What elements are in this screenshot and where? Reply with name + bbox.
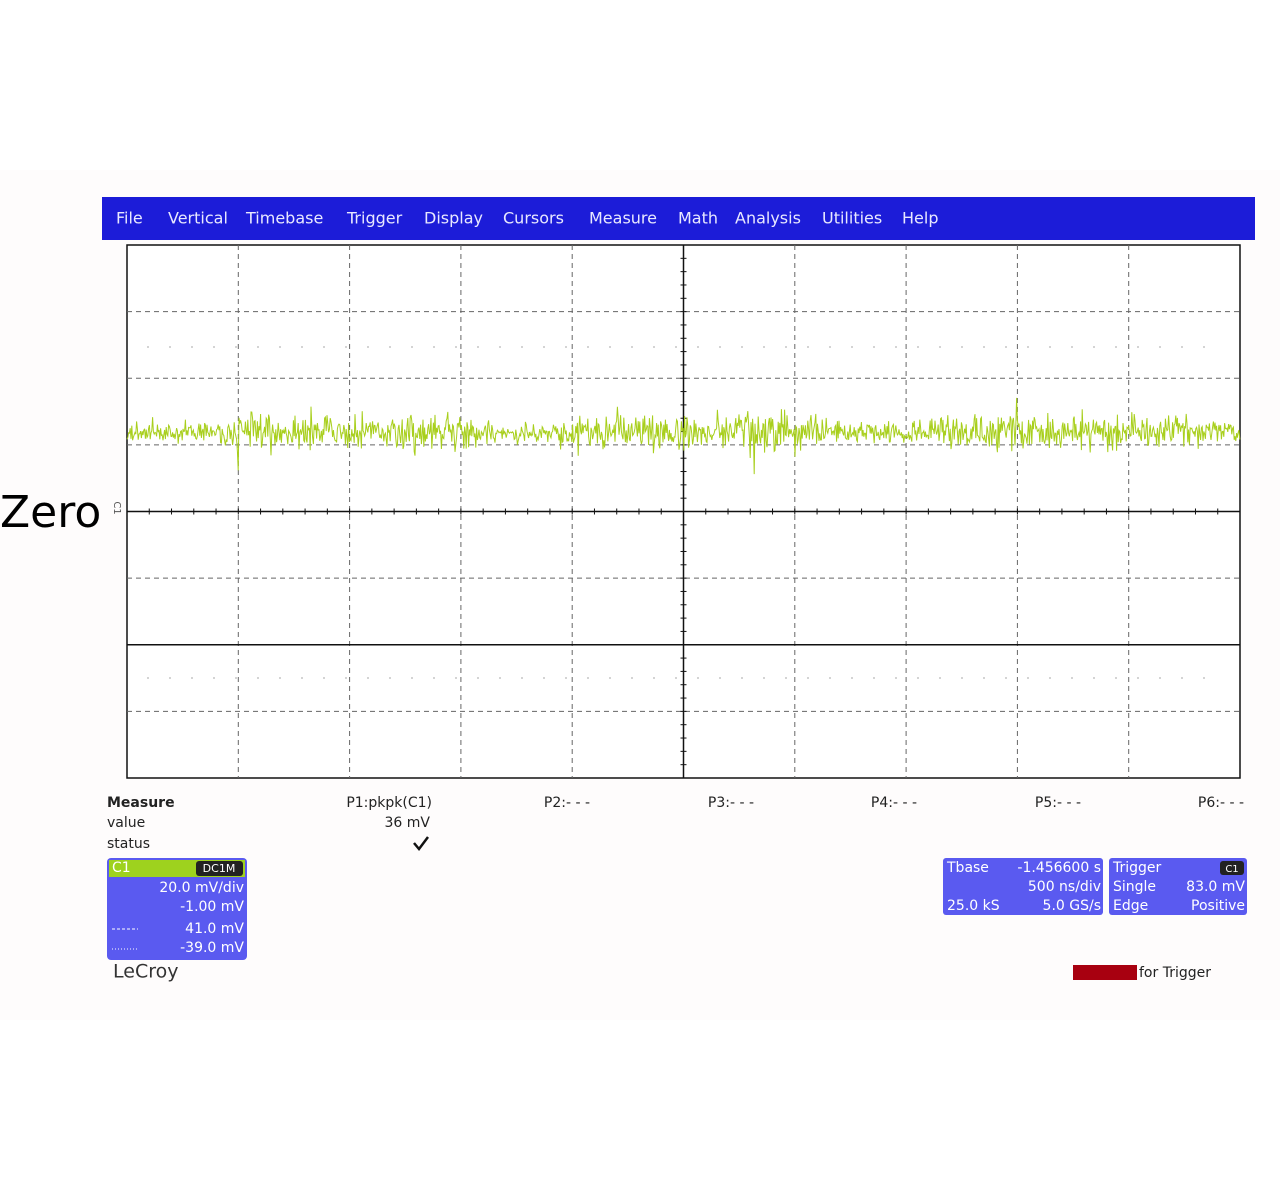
- channel-line: 41.0 mV: [185, 921, 244, 937]
- trigger-title: Trigger: [1112, 860, 1162, 876]
- trigger-box[interactable]: Trigger C1 Single 83.0 mV Edge Positive: [1109, 858, 1247, 915]
- timebase-scale: 500 ns/div: [1028, 879, 1101, 895]
- menu-items: File Vertical Timebase Trigger Display Cursor…: [116, 209, 938, 228]
- param-name: P2:- - -: [544, 795, 590, 811]
- trigger-source-badge: [1220, 861, 1244, 875]
- waveform: [126, 397, 1241, 475]
- menu-item[interactable]: Display: [424, 209, 483, 228]
- grid: [126, 244, 1241, 778]
- measure-row-label: status: [107, 836, 150, 852]
- menu-item[interactable]: Vertical: [168, 209, 228, 228]
- status-check: [413, 836, 429, 852]
- coupling-badge: [196, 861, 243, 876]
- measure-row-label: value: [107, 815, 145, 831]
- timebase-delay: -1.456600 s: [1017, 860, 1101, 876]
- param-value: 36 mV: [385, 815, 431, 831]
- timebase-title: Tbase: [946, 860, 989, 876]
- timebase-box[interactable]: Tbase -1.456600 s 500 ns/div 25.0 kS 5.0…: [943, 858, 1103, 915]
- brand: LeCroy: [113, 961, 178, 983]
- menu-item[interactable]: Utilities: [822, 209, 882, 228]
- menu-item[interactable]: Cursors: [503, 209, 564, 228]
- menu-item[interactable]: Measure: [589, 209, 657, 228]
- param-name: P1:pkpk(C1): [346, 795, 432, 811]
- channel-marker: C1: [111, 501, 122, 514]
- channel-line: 20.0 mV/div: [159, 880, 244, 896]
- channel-box-bg: [107, 858, 247, 960]
- status-indicator: [1073, 965, 1137, 980]
- status-text: for Trigger: [1139, 965, 1211, 981]
- trigger-source: C1: [1225, 864, 1238, 875]
- measure-header: Measure: [107, 795, 175, 811]
- menu-item[interactable]: Help: [902, 209, 938, 228]
- param-name: P5:- - -: [1035, 795, 1081, 811]
- param-name: P6:- - -: [1198, 795, 1244, 811]
- channel-box[interactable]: C1 DC1M 20.0 mV/div -1.00 mV 41.0 mV -39…: [107, 858, 247, 960]
- timebase-bg: [943, 858, 1103, 915]
- param-name: P4:- - -: [871, 795, 917, 811]
- coupling: DC1M: [203, 862, 236, 875]
- menu-item[interactable]: File: [116, 209, 143, 228]
- menu-item[interactable]: Timebase: [245, 209, 323, 228]
- zero-label: Zero: [0, 487, 101, 538]
- trigger-slope: Positive: [1191, 898, 1245, 914]
- trigger-type: Edge: [1113, 898, 1148, 914]
- timebase-rate: 5.0 GS/s: [1043, 898, 1101, 914]
- menu-item[interactable]: Trigger: [346, 209, 403, 228]
- trigger-level: 83.0 mV: [1186, 879, 1245, 895]
- channel-name: C1: [112, 860, 131, 876]
- channel-line: -1.00 mV: [180, 899, 244, 915]
- menu-bar: [102, 197, 1255, 240]
- channel-line: -39.0 mV: [180, 940, 244, 956]
- waveform-trace: [126, 397, 1241, 475]
- timebase-samples: 25.0 kS: [947, 898, 1000, 914]
- trigger-mode: Single: [1113, 879, 1156, 895]
- trigger-bg: [1109, 858, 1247, 915]
- param-name: P3:- - -: [708, 795, 754, 811]
- menu-item[interactable]: Math: [678, 209, 718, 228]
- menu-item[interactable]: Analysis: [735, 209, 801, 228]
